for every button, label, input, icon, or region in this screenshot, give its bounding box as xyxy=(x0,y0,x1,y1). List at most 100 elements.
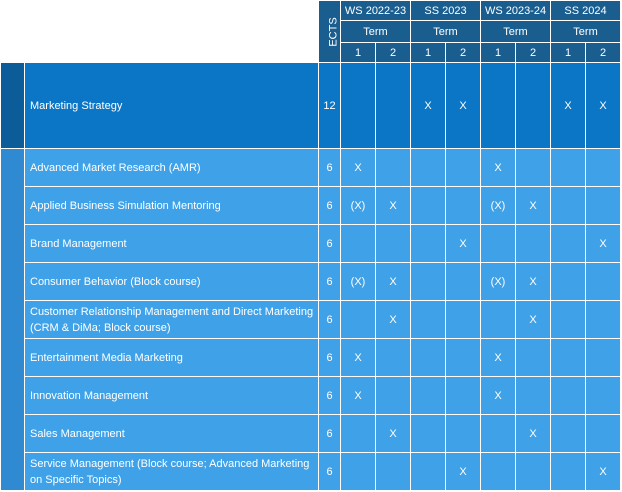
term-mark xyxy=(444,338,482,377)
term-number: 2 xyxy=(375,42,411,63)
term-mark: X xyxy=(375,300,411,339)
module-name: Entertainment Media Marketing xyxy=(24,338,319,377)
module-row: Brand Management 6 X X xyxy=(1,224,622,263)
term-mark xyxy=(410,452,446,491)
term-mark: (X) xyxy=(340,262,376,301)
term-mark xyxy=(585,376,622,415)
term-mark: X xyxy=(585,224,622,263)
term-mark: X xyxy=(585,452,622,491)
semester-header: SS 2023 xyxy=(409,0,482,21)
term-mark: X xyxy=(480,148,517,187)
term-mark xyxy=(340,414,376,453)
term-mark xyxy=(480,300,517,339)
module-ects: 6 xyxy=(318,414,341,453)
term-mark xyxy=(444,376,482,415)
term-mark: X xyxy=(515,414,552,453)
term-mark: X xyxy=(515,186,552,225)
term-mark xyxy=(340,62,376,149)
term-header: Term xyxy=(340,20,411,43)
module-name: Innovation Management xyxy=(24,376,319,415)
term-mark: X xyxy=(585,62,622,149)
term-header-row: Term Term Term Term xyxy=(1,20,622,43)
term-mark xyxy=(444,300,482,339)
term-mark xyxy=(340,224,376,263)
term-header: Term xyxy=(409,20,482,43)
term-number: 1 xyxy=(410,42,446,63)
module-name: Consumer Behavior (Block course) xyxy=(24,262,319,301)
term-mark: X xyxy=(444,452,482,491)
module-ects: 6 xyxy=(318,338,341,377)
term-mark: X xyxy=(410,62,446,149)
module-ects: 6 xyxy=(318,376,341,415)
semester-header: WS 2022-23 xyxy=(340,0,411,21)
semester-header-row: ECTS WS 2022-23 SS 2023 WS 2023-24 SS 20… xyxy=(0,0,622,63)
module-name: Service Management (Block course; Advanc… xyxy=(24,452,319,491)
module-ects: 12 xyxy=(318,62,341,149)
term-header: Term xyxy=(480,20,552,43)
term-mark xyxy=(375,224,411,263)
module-name: Marketing Strategy xyxy=(24,62,319,149)
module-row: Free-choice modulesAdvanced Market Resea… xyxy=(0,148,622,491)
term-number: 2 xyxy=(515,42,552,63)
module-ects: 6 xyxy=(318,300,341,339)
term-number: 2 xyxy=(585,42,622,63)
semester-header: SS 2024 xyxy=(550,0,622,21)
term-mark: X xyxy=(515,300,552,339)
term-mark: X xyxy=(480,338,517,377)
term-mark: (X) xyxy=(340,186,376,225)
term-number: 1 xyxy=(550,42,587,63)
term-mark xyxy=(444,148,482,187)
semester-header: WS 2023-24 xyxy=(480,0,552,21)
term-mark xyxy=(550,338,587,377)
term-number: 1 xyxy=(340,42,376,63)
term-number: 1 xyxy=(480,42,517,63)
term-mark xyxy=(410,414,446,453)
module-ects: 6 xyxy=(318,262,341,301)
term-mark: X xyxy=(480,376,517,415)
term-mark xyxy=(550,224,587,263)
term-mark xyxy=(410,300,446,339)
term-mark xyxy=(515,338,552,377)
term-mark xyxy=(375,338,411,377)
module-row: Entertainment Media Marketing 6 X X xyxy=(1,338,622,377)
module-name: Advanced Market Research (AMR) xyxy=(24,148,319,187)
term-mark xyxy=(375,376,411,415)
term-mark: X xyxy=(375,186,411,225)
module-name: Applied Business Simulation Mentoring xyxy=(24,186,319,225)
module-name: Sales Management xyxy=(24,414,319,453)
term-mark xyxy=(550,376,587,415)
term-mark: X xyxy=(375,262,411,301)
module-row: Innovation Management 6 X X xyxy=(1,376,622,415)
header-blank xyxy=(0,0,319,63)
term-header: Term xyxy=(550,20,622,43)
module-ects: 6 xyxy=(318,148,341,187)
module-row: Sales Management 6 X X xyxy=(1,414,622,453)
term-mark xyxy=(480,62,517,149)
term-mark xyxy=(515,224,552,263)
term-mark xyxy=(550,452,587,491)
term-mark: X xyxy=(375,414,411,453)
term-mark xyxy=(444,262,482,301)
term-mark xyxy=(480,452,517,491)
term-mark xyxy=(480,224,517,263)
module-name: Brand Management xyxy=(24,224,319,263)
term-mark xyxy=(550,414,587,453)
term-mark xyxy=(340,300,376,339)
module-ects: 6 xyxy=(318,224,341,263)
term-mark xyxy=(410,186,446,225)
module-row: Applied Business Simulation Mentoring 6 (X… xyxy=(1,186,622,225)
term-mark xyxy=(515,148,552,187)
term-mark xyxy=(585,186,622,225)
term-mark xyxy=(515,376,552,415)
module-name: Customer Relationship Management and Dir… xyxy=(24,300,319,339)
module-row: Service Management (Block course; Advanc… xyxy=(1,452,622,491)
term-mark xyxy=(550,186,587,225)
term-mark: X xyxy=(550,62,587,149)
term-mark: X xyxy=(444,224,482,263)
term-mark xyxy=(410,148,446,187)
term-mark xyxy=(410,224,446,263)
term-mark: X xyxy=(340,148,376,187)
term-mark: (X) xyxy=(480,186,517,225)
term-mark: (X) xyxy=(480,262,517,301)
term-mark: X xyxy=(444,62,482,149)
